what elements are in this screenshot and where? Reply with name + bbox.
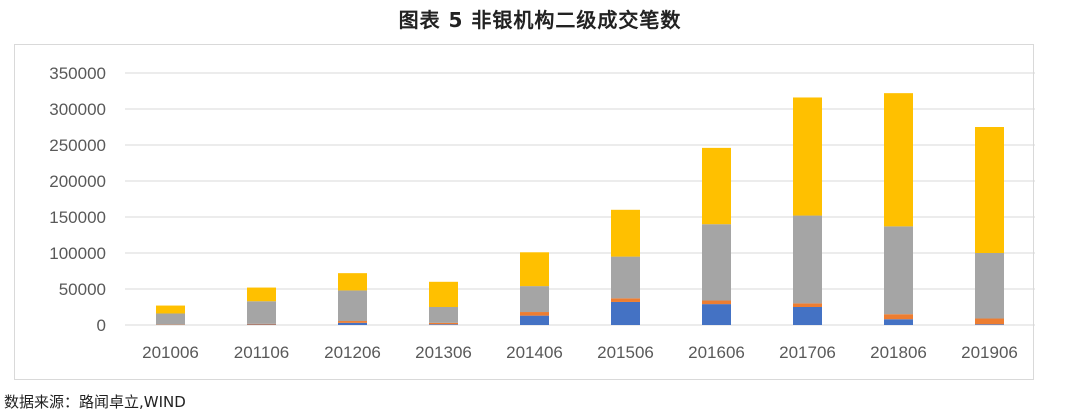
- bar-segment-series-4: [884, 93, 913, 227]
- bar-segment-series-1: [611, 301, 640, 325]
- bar-segment-series-2: [247, 323, 276, 325]
- bar-segment-series-4: [429, 281, 458, 307]
- x-tick-label: 201106: [234, 343, 289, 362]
- bar-segment-series-3: [702, 224, 731, 301]
- bar-segment-series-4: [793, 97, 822, 216]
- bar-segment-series-3: [975, 253, 1004, 319]
- bar-segment-series-1: [338, 322, 367, 325]
- x-tick-label: 201806: [870, 343, 927, 362]
- y-tick-label: 100000: [49, 244, 106, 263]
- bar-segment-series-2: [793, 303, 822, 307]
- x-tick-label: 201406: [506, 343, 563, 362]
- bar-segment-series-4: [702, 147, 731, 225]
- bar-segment-series-4: [156, 305, 185, 314]
- y-tick-label: 0: [97, 316, 106, 335]
- bar-chart: 0 50000 100000 150000 200000 250000 300000 3500…: [49, 64, 1035, 362]
- bar-segment-series-3: [338, 290, 367, 322]
- bar-segment-series-3: [884, 226, 913, 315]
- x-axis-ticks: 201006 201106 201206 201306 201406 201506 2016…: [142, 343, 1018, 362]
- bar-segment-series-3: [247, 301, 276, 324]
- bar-segment-series-2: [429, 322, 458, 325]
- y-axis-ticks: 0 50000 100000 150000 200000 250000 300000 3500…: [49, 64, 106, 335]
- bar-segment-series-1: [702, 304, 731, 325]
- y-tick-label: 300000: [49, 100, 106, 119]
- bar-segment-series-2: [338, 321, 367, 323]
- bar-segment-series-4: [247, 287, 276, 302]
- bar-segment-series-1: [520, 315, 549, 325]
- y-tick-label: 200000: [49, 172, 106, 191]
- bar-segment-series-2: [702, 300, 731, 305]
- gridlines: [125, 72, 1035, 326]
- bar-segment-series-3: [156, 313, 185, 325]
- bar-segment-series-3: [429, 307, 458, 323]
- data-source-note: 数据来源：路闻卓立,WIND: [4, 393, 186, 411]
- bar-segment-series-2: [975, 318, 1004, 325]
- bar-segment-series-4: [520, 252, 549, 287]
- bar-segment-series-4: [338, 273, 367, 291]
- y-tick-label: 350000: [49, 64, 106, 83]
- y-tick-label: 50000: [59, 280, 106, 299]
- bar-segment-series-3: [793, 215, 822, 304]
- bar-segment-series-2: [520, 312, 549, 316]
- x-tick-label: 201506: [597, 343, 654, 362]
- bar-segment-series-4: [975, 127, 1004, 253]
- x-tick-label: 201906: [961, 343, 1018, 362]
- bar-segment-series-3: [520, 286, 549, 313]
- x-tick-label: 201606: [688, 343, 745, 362]
- x-tick-label: 201706: [779, 343, 836, 362]
- bar-segment-series-2: [884, 314, 913, 320]
- bar-segment-series-4: [611, 209, 640, 257]
- bar-segment-series-1: [429, 324, 458, 325]
- y-tick-label: 150000: [49, 208, 106, 227]
- bar-segment-series-1: [884, 319, 913, 325]
- y-tick-label: 250000: [49, 136, 106, 155]
- bar-segment-series-1: [975, 324, 1004, 325]
- x-tick-label: 201206: [324, 343, 381, 362]
- chart-title: 图表 5 非银机构二级成交笔数: [398, 8, 682, 32]
- bars: [156, 93, 1004, 325]
- bar-segment-series-3: [611, 256, 640, 299]
- x-tick-label: 201306: [415, 343, 472, 362]
- x-tick-label: 201006: [142, 343, 199, 362]
- bar-segment-series-1: [793, 307, 822, 325]
- bar-segment-series-2: [611, 298, 640, 302]
